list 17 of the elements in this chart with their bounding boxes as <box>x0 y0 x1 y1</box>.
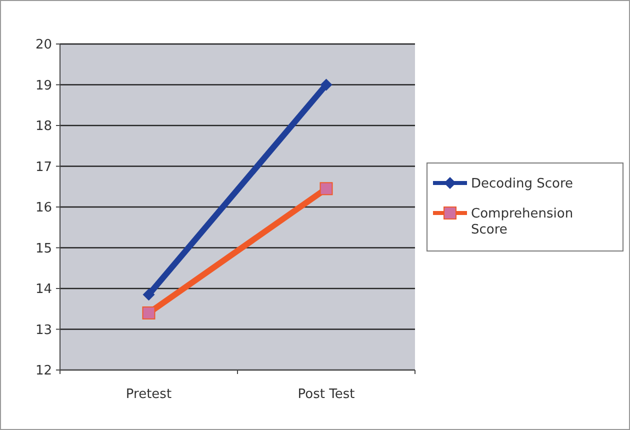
point <box>320 182 333 196</box>
y-tick-label: 13 <box>35 322 52 338</box>
y-tick-label: 18 <box>35 119 52 134</box>
point <box>142 306 156 320</box>
point <box>320 78 332 91</box>
y-tick-label: 17 <box>35 160 52 175</box>
y-tick-label: 12 <box>35 364 52 379</box>
y-tick-label: 19 <box>35 78 52 94</box>
y-tick-label: 20 <box>35 38 52 53</box>
x-tick-label: Pretest <box>126 387 172 402</box>
y-tick-label: 14 <box>35 282 52 298</box>
y-tick-label: 15 <box>35 241 52 256</box>
y-tick-label: 16 <box>35 200 52 216</box>
point <box>142 288 155 301</box>
legend-label: Decoding Score <box>471 176 574 192</box>
legend-label: Comprehension Score <box>471 206 574 238</box>
x-tick-label: Post Test <box>298 387 355 402</box>
